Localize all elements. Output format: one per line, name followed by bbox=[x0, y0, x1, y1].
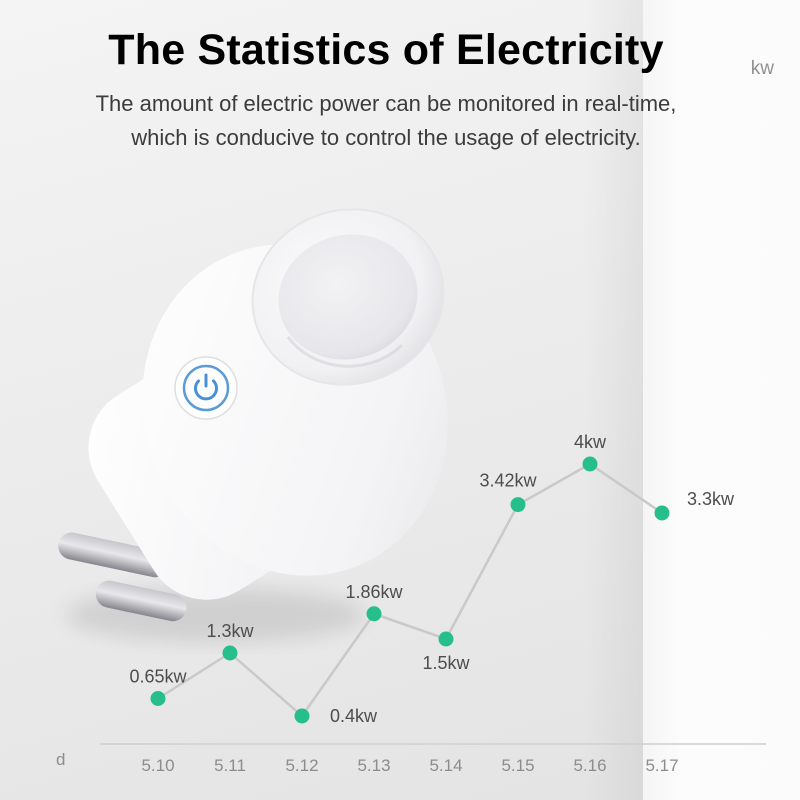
wall-white-panel bbox=[643, 0, 800, 800]
power-icon bbox=[194, 373, 218, 401]
header: The Statistics of Electricity The amount… bbox=[0, 26, 772, 155]
smart-plug-illustration bbox=[58, 208, 448, 642]
subtitle: The amount of electric power can be moni… bbox=[0, 87, 772, 155]
x-axis-tick-label: 5.10 bbox=[141, 756, 174, 775]
power-button-ring bbox=[182, 364, 230, 412]
plug-face-seam bbox=[286, 336, 404, 368]
chart-point-label: 0.4kw bbox=[330, 706, 378, 726]
page-title: The Statistics of Electricity bbox=[108, 26, 664, 74]
plug-pin-top bbox=[58, 532, 169, 578]
subtitle-line-2: which is conducive to control the usage … bbox=[131, 125, 641, 151]
smart-plug-image bbox=[50, 185, 490, 655]
x-axis-tick-label: 5.14 bbox=[429, 756, 462, 775]
x-axis-tick-label: 5.12 bbox=[285, 756, 318, 775]
subtitle-line-1: The amount of electric power can be moni… bbox=[95, 91, 677, 116]
x-axis-tick-label: 5.15 bbox=[501, 756, 534, 775]
chart-point bbox=[150, 691, 166, 706]
chart-point-label: 0.65kw bbox=[129, 667, 187, 687]
power-button bbox=[174, 356, 238, 420]
chart-point bbox=[510, 497, 526, 513]
chart-point-label: 1.5kw bbox=[422, 653, 470, 673]
x-axis-tick-label: 5.11 bbox=[214, 756, 246, 775]
chart-point bbox=[294, 708, 310, 724]
x-axis-tick-label: 5.13 bbox=[357, 756, 390, 775]
x-axis-unit-label: d bbox=[56, 750, 66, 769]
y-axis-unit-label: kw bbox=[750, 58, 774, 79]
plug-socket-recess bbox=[278, 234, 418, 360]
